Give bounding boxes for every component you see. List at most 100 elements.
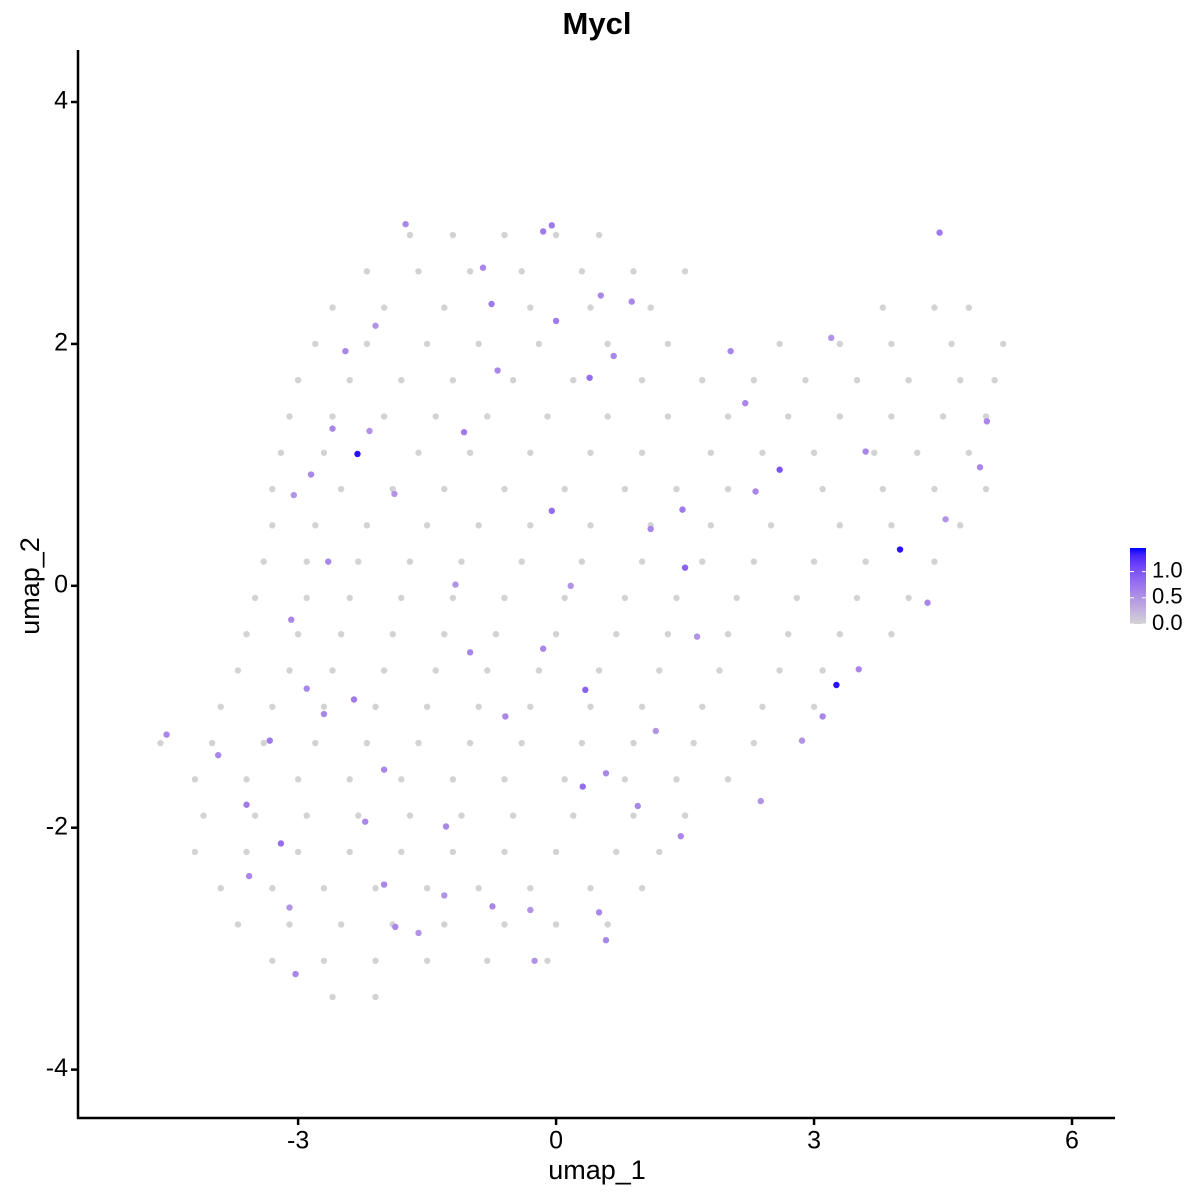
- point: [337, 630, 345, 638]
- point: [294, 376, 302, 384]
- point: [363, 739, 371, 747]
- point: [494, 367, 501, 374]
- point: [862, 558, 869, 565]
- point: [595, 231, 603, 239]
- point: [372, 884, 379, 892]
- point: [380, 766, 388, 773]
- point: [578, 268, 586, 275]
- point: [690, 739, 697, 747]
- point: [957, 522, 964, 529]
- point: [587, 304, 594, 311]
- point: [527, 906, 534, 914]
- point: [628, 298, 635, 305]
- point: [449, 776, 457, 783]
- point: [587, 703, 594, 710]
- point: [924, 599, 931, 606]
- point: [544, 413, 551, 420]
- point: [389, 485, 396, 493]
- point: [501, 594, 508, 602]
- point: [488, 300, 495, 308]
- point: [423, 522, 431, 529]
- point: [527, 522, 534, 529]
- point: [656, 667, 663, 674]
- point: [294, 848, 302, 856]
- point: [544, 957, 551, 964]
- point: [828, 334, 835, 342]
- point: [466, 268, 474, 275]
- point: [767, 522, 775, 529]
- point: [372, 322, 379, 329]
- point: [320, 957, 328, 964]
- point: [372, 957, 379, 964]
- point: [251, 594, 259, 602]
- point: [931, 304, 938, 311]
- point: [329, 993, 336, 1001]
- point: [303, 812, 310, 819]
- point: [638, 703, 646, 710]
- point: [449, 848, 457, 856]
- point: [527, 449, 534, 456]
- point: [509, 812, 517, 819]
- point: [260, 739, 267, 747]
- point: [398, 776, 405, 783]
- point: [819, 485, 826, 493]
- point: [810, 558, 818, 565]
- point: [552, 231, 560, 239]
- y-axis-label: umap_2: [15, 537, 45, 635]
- point: [578, 558, 586, 565]
- point: [501, 485, 508, 493]
- point: [586, 374, 593, 381]
- point: [398, 376, 405, 384]
- point: [587, 884, 594, 892]
- point: [380, 667, 388, 674]
- point: [449, 594, 457, 602]
- point: [621, 776, 629, 783]
- point: [509, 376, 517, 384]
- point: [602, 937, 610, 944]
- point: [798, 737, 806, 744]
- point: [570, 812, 577, 819]
- point: [621, 594, 629, 602]
- point: [810, 703, 818, 710]
- point: [871, 449, 878, 456]
- point: [441, 485, 448, 493]
- point: [303, 685, 310, 692]
- point: [531, 957, 538, 964]
- point: [836, 340, 844, 348]
- point: [290, 491, 298, 499]
- point: [982, 413, 990, 420]
- point: [855, 666, 862, 673]
- point: [936, 229, 943, 236]
- point: [354, 450, 361, 458]
- point: [527, 884, 534, 892]
- point: [449, 376, 457, 384]
- point: [398, 594, 405, 602]
- point: [785, 413, 792, 420]
- point: [441, 304, 448, 311]
- point: [208, 739, 216, 747]
- x-tick-label: 6: [1065, 1127, 1079, 1155]
- point: [853, 376, 861, 384]
- point: [234, 921, 242, 928]
- point: [449, 231, 457, 239]
- point: [647, 304, 654, 311]
- point: [613, 630, 620, 638]
- point: [432, 667, 439, 674]
- point: [699, 558, 706, 565]
- point: [320, 710, 328, 718]
- point: [163, 731, 170, 738]
- point: [587, 522, 594, 529]
- point: [266, 737, 273, 744]
- point: [634, 802, 641, 810]
- point: [402, 220, 409, 228]
- point: [363, 268, 371, 275]
- point: [677, 832, 684, 840]
- point: [681, 564, 689, 571]
- point: [518, 558, 525, 565]
- point: [432, 413, 439, 420]
- point: [320, 449, 328, 456]
- point: [582, 686, 589, 694]
- point: [441, 921, 448, 928]
- point: [535, 340, 543, 348]
- point: [269, 485, 276, 493]
